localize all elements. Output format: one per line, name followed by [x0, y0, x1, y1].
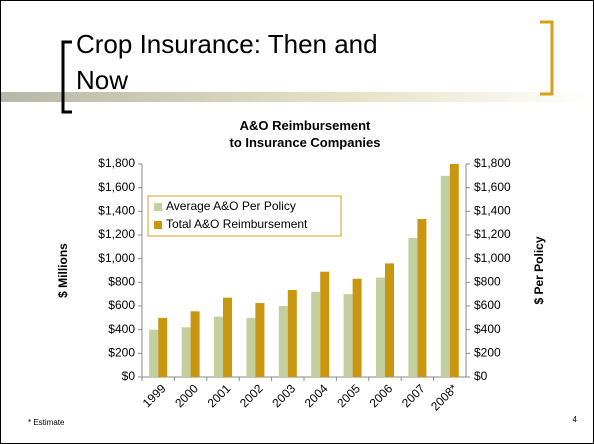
- x-tick-label: 2000: [172, 381, 201, 410]
- bar: [158, 317, 168, 377]
- y-tick-label: $200: [108, 346, 135, 360]
- bar: [278, 306, 288, 377]
- title-band: [1, 92, 593, 102]
- y-tick-label: $1,800: [98, 156, 135, 170]
- legend-label: Total A&O Reimbursement: [166, 217, 308, 231]
- y2-tick-label: $800: [474, 275, 501, 289]
- bar: [449, 164, 459, 377]
- bar: [190, 311, 200, 377]
- bar: [343, 294, 353, 377]
- legend-swatch: [154, 221, 162, 229]
- bar: [246, 317, 256, 377]
- x-tick-label: 2008*: [428, 381, 460, 413]
- y-tick-label: $1,600: [98, 180, 135, 194]
- bar: [417, 219, 427, 377]
- footnote: * Estimate: [28, 418, 65, 427]
- y-tick-label: $0: [122, 369, 136, 383]
- y2-tick-label: $1,000: [474, 251, 511, 265]
- bar: [181, 327, 191, 377]
- bar: [408, 237, 418, 377]
- y2-tick-label: $200: [474, 346, 501, 360]
- x-tick-label: 2001: [205, 381, 234, 410]
- x-tick-label: 2002: [237, 381, 266, 410]
- bar: [320, 271, 330, 377]
- y2-tick-label: $1,400: [474, 204, 511, 218]
- bar: [255, 303, 265, 377]
- y-tick-label: $1,000: [98, 251, 135, 265]
- left-bracket: [61, 40, 72, 114]
- y2-tick-label: $1,600: [474, 180, 511, 194]
- bar: [376, 277, 385, 377]
- y-tick-label: $1,200: [98, 227, 135, 241]
- bar: [440, 175, 450, 377]
- bar: [352, 278, 362, 377]
- y-tick-label: $400: [108, 322, 135, 336]
- x-tick-label: 1999: [140, 381, 169, 410]
- x-tick-label: 2006: [367, 381, 396, 410]
- legend-label: Average A&O Per Policy: [166, 199, 296, 213]
- y2-axis-label: $ Per Policy: [532, 236, 546, 304]
- x-tick-label: 2005: [334, 381, 363, 410]
- slide-title: Crop Insurance: Then and Now: [76, 29, 378, 95]
- bar: [385, 263, 394, 377]
- y2-tick-label: $400: [474, 322, 501, 336]
- y2-tick-label: $600: [474, 298, 501, 312]
- x-tick-label: 2003: [269, 381, 298, 410]
- y-tick-label: $600: [108, 298, 135, 312]
- right-bracket: [540, 20, 554, 96]
- y-tick-label: $800: [108, 275, 135, 289]
- legend-swatch: [154, 203, 162, 211]
- bar: [311, 291, 321, 377]
- page-number: 4: [573, 415, 578, 424]
- x-tick-label: 2004: [302, 381, 331, 410]
- x-tick-label: 2007: [399, 381, 428, 410]
- y-axis-label: $ Millions: [56, 243, 70, 298]
- y2-tick-label: $1,200: [474, 227, 511, 241]
- legend-box: [147, 195, 342, 237]
- y2-tick-label: $1,800: [474, 156, 511, 170]
- chart-title: A&O Reimbursement to Insurance Companies: [229, 118, 381, 150]
- y-tick-label: $1,400: [98, 204, 135, 218]
- bar: [223, 297, 232, 377]
- bar: [149, 329, 159, 377]
- y2-tick-label: $0: [474, 369, 488, 383]
- bar: [214, 316, 223, 377]
- bar: [287, 290, 297, 377]
